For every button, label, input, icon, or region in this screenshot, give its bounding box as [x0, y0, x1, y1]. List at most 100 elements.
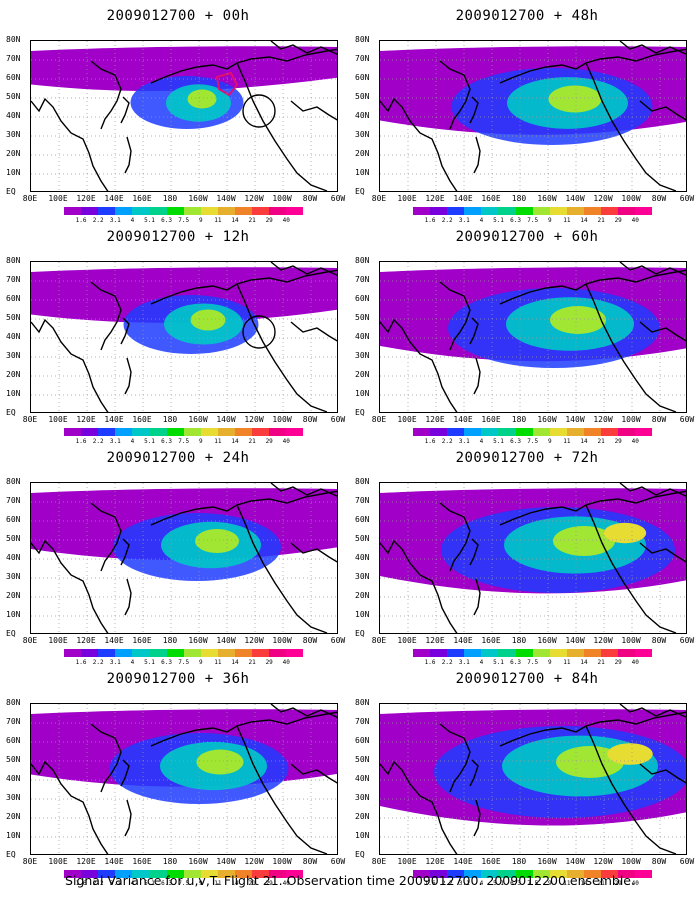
colorbar-swatch	[635, 428, 653, 436]
colorbar-swatch	[149, 428, 167, 436]
colorbar-swatch	[64, 649, 82, 657]
coastline	[124, 357, 132, 395]
colorbar-label: 5.1	[493, 880, 504, 887]
colorbar-label: 4	[479, 438, 484, 445]
lon-label: 80W	[651, 857, 667, 866]
lat-label: 40N	[355, 111, 370, 120]
lon-label: 160E	[132, 415, 152, 424]
coastline	[90, 281, 122, 351]
coastline	[473, 136, 481, 174]
colorbar-label: 40	[282, 880, 290, 887]
lon-label: 160W	[537, 415, 557, 424]
lon-label: 60W	[679, 415, 695, 424]
variance-map	[30, 40, 338, 192]
coastline	[31, 760, 109, 854]
map-panel-p24: 2009012700 + 24h 80N 70N 60N 50N 40N 30N 20N 10N…	[6, 450, 348, 666]
lon-label: 140E	[453, 857, 473, 866]
lat-label: 60N	[355, 515, 370, 524]
colorbar-label: 21	[597, 217, 605, 224]
colorbar-label: 3.1	[109, 217, 121, 224]
colorbar-swatch	[515, 428, 533, 436]
lon-label: 100W	[272, 636, 292, 645]
colorbar-label: 2.2	[441, 438, 453, 445]
colorbar-swatch	[413, 870, 431, 878]
colorbar-label: 21	[248, 659, 256, 666]
colorbar-label: 29	[614, 438, 622, 445]
colorbar-label: 9	[547, 659, 552, 666]
lat-label: 10N	[6, 389, 21, 398]
lat-label: EQ	[355, 629, 365, 638]
colorbar-swatch	[81, 649, 99, 657]
colorbar-swatch	[583, 428, 602, 436]
lat-label: EQ	[6, 408, 16, 417]
lon-label: 100E	[397, 415, 417, 424]
colorbar-label: 14	[580, 438, 588, 445]
colorbar-swatch	[447, 207, 465, 215]
colorbar-swatch	[566, 207, 584, 215]
colorbar-label: 21	[248, 217, 256, 224]
colorbar-label: 21	[597, 880, 605, 887]
lat-label: 40N	[355, 553, 370, 562]
lon-label: 120E	[425, 636, 445, 645]
variance-field-core	[550, 306, 606, 334]
lon-label: 80E	[22, 636, 38, 645]
coastline	[469, 96, 479, 124]
variance-map	[379, 40, 687, 192]
lon-label: 160E	[481, 194, 501, 203]
lon-label: 120E	[425, 857, 445, 866]
colorbar-swatch	[618, 870, 636, 878]
lon-label: 160W	[537, 857, 557, 866]
colorbar-swatch	[286, 428, 304, 436]
lat-label: 10N	[355, 610, 370, 619]
colorbar-label: 4	[130, 438, 135, 445]
colorbar-swatch	[149, 649, 167, 657]
panel-title: 2009012700 + 24h	[106, 450, 250, 466]
colorbar-swatch	[464, 649, 482, 657]
lon-label: 60W	[330, 857, 346, 866]
lon-label: 180	[511, 636, 527, 645]
lat-label: EQ	[355, 408, 365, 417]
colorbar-label: 3.1	[458, 880, 470, 887]
variance-field-core	[187, 89, 217, 109]
colorbar-label: 14	[580, 880, 588, 887]
lat-label: EQ	[6, 629, 16, 638]
colorbar-swatch	[532, 207, 550, 215]
lon-label: 140E	[453, 415, 473, 424]
colorbar-swatch	[98, 870, 116, 878]
panel-title: 2009012700 + 00h	[106, 8, 250, 24]
colorbar-swatch	[498, 870, 516, 878]
variance-field-core	[190, 309, 226, 331]
lat-label: 30N	[355, 130, 370, 139]
colorbar-swatch	[532, 428, 550, 436]
coastline	[639, 100, 686, 121]
colorbar-label: 6.3	[161, 217, 173, 224]
colorbar-swatch	[269, 870, 287, 878]
colorbar-swatch	[234, 649, 253, 657]
variance-field-core	[548, 85, 602, 113]
variance-map	[30, 703, 338, 855]
colorbar-swatch	[115, 870, 133, 878]
lon-label: 80W	[302, 415, 318, 424]
colorbar-swatch	[601, 649, 619, 657]
colorbar-swatch	[481, 649, 499, 657]
coastline	[469, 538, 479, 566]
lat-label: 80N	[6, 477, 21, 486]
lat-label: 30N	[355, 572, 370, 581]
colorbar-swatch	[583, 207, 602, 215]
lon-label: 160W	[188, 636, 208, 645]
lon-label: 120W	[244, 415, 264, 424]
lat-label: 30N	[6, 351, 21, 360]
colorbar-label: 11	[563, 217, 571, 224]
colorbar-swatch	[234, 870, 253, 878]
colorbar-label: 6.3	[161, 880, 173, 887]
colorbar-label: 40	[631, 217, 639, 224]
colorbar-label: 7.5	[178, 217, 190, 224]
colorbar-swatch	[618, 649, 636, 657]
colorbar-swatch	[234, 207, 253, 215]
coastline	[439, 60, 471, 130]
lat-label: 20N	[6, 149, 21, 158]
lon-label: 80W	[651, 636, 667, 645]
colorbar-swatch	[447, 428, 465, 436]
colorbar-label: 5.1	[144, 217, 155, 224]
coastline	[619, 704, 686, 718]
